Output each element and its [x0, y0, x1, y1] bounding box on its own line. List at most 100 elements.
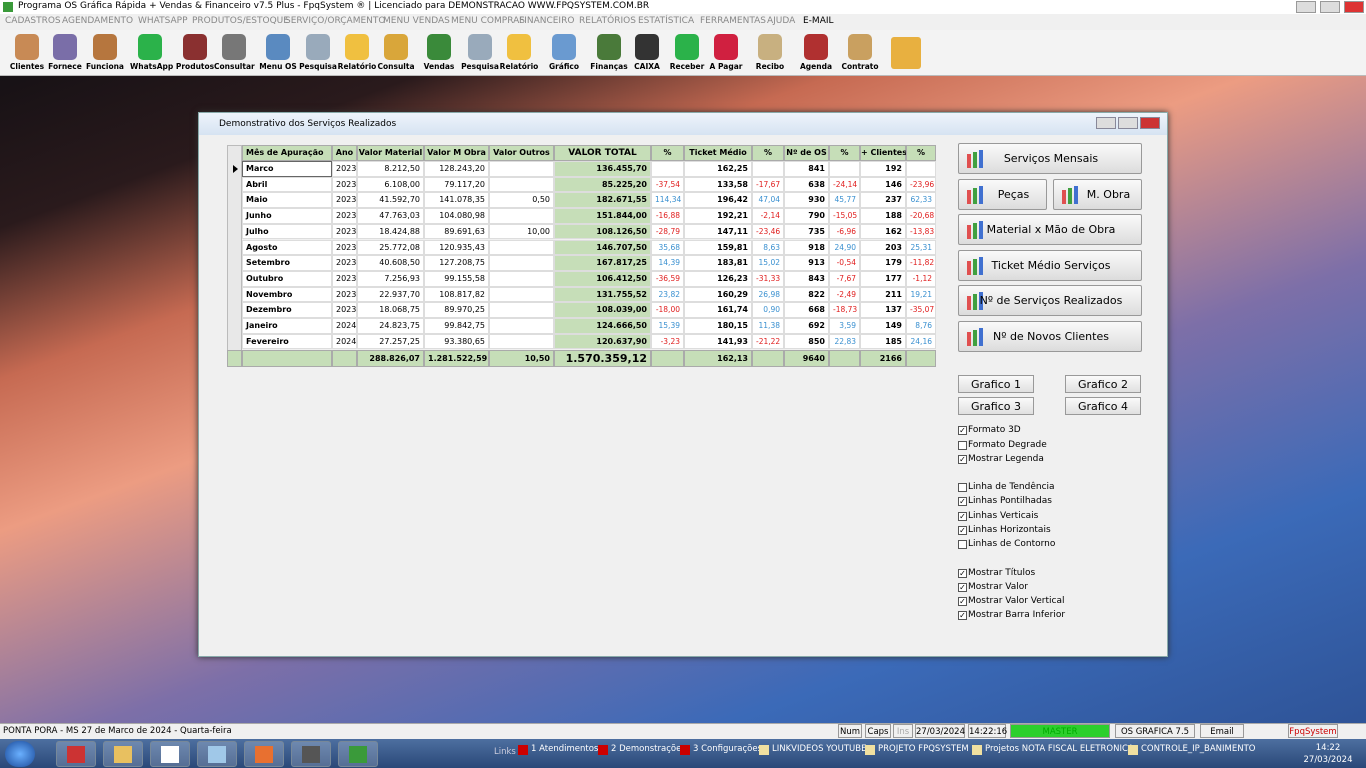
menu-item[interactable]: ESTATÍSTICA: [638, 16, 695, 26]
chart-button[interactable]: Material x Mão de Obra: [958, 214, 1142, 245]
window-button[interactable]: [1296, 1, 1316, 13]
dialog-button[interactable]: [1118, 117, 1138, 129]
checkbox[interactable]: ✓: [958, 597, 967, 606]
menu-item[interactable]: CADASTROS: [5, 16, 61, 26]
taskbar-app[interactable]: [244, 741, 284, 767]
checkbox[interactable]: [958, 483, 967, 492]
checkbox-label[interactable]: Linhas de Contorno: [968, 539, 1056, 549]
checkbox[interactable]: [958, 441, 967, 450]
table-cell: 99.842,75: [424, 318, 489, 334]
table-cell: 192,21: [684, 208, 752, 224]
toolbar-button[interactable]: Produtos: [175, 32, 215, 74]
toolbar-button[interactable]: Fornece: [45, 32, 85, 74]
toolbar-button[interactable]: A Pagar: [706, 32, 746, 74]
menu-item[interactable]: WHATSAPP: [138, 16, 188, 26]
checkbox-label[interactable]: Mostrar Títulos: [968, 568, 1036, 578]
menu-item[interactable]: FERRAMENTAS: [700, 16, 767, 26]
graph-button[interactable]: Grafico 2: [1065, 375, 1141, 393]
toolbar-button[interactable]: Consulta: [376, 32, 416, 74]
taskbar-app[interactable]: [197, 741, 237, 767]
taskbar-item[interactable]: PROJETO FPQSYSTEM: [878, 744, 969, 754]
taskbar-app[interactable]: [150, 741, 190, 767]
checkbox[interactable]: ✓: [958, 611, 967, 620]
window-button[interactable]: [1344, 1, 1364, 13]
checkbox-label[interactable]: Mostrar Valor Vertical: [968, 596, 1065, 606]
toolbar-button[interactable]: WhatsApp: [130, 32, 173, 74]
checkbox-label[interactable]: Mostrar Valor: [968, 582, 1028, 592]
menu-item[interactable]: AJUDA: [767, 16, 796, 26]
checkbox[interactable]: ✓: [958, 426, 967, 435]
toolbar-button[interactable]: Clientes: [7, 32, 47, 74]
menu-item[interactable]: PRODUTOS/ESTOQUE: [192, 16, 289, 26]
button-label: Peças: [997, 188, 1030, 201]
taskbar-app[interactable]: [103, 741, 143, 767]
toolbar-button[interactable]: Menu OS: [258, 32, 298, 74]
exit-button[interactable]: [891, 37, 921, 69]
toolbar-button[interactable]: CAIXA: [627, 32, 667, 74]
checkbox-label[interactable]: Linhas Verticais: [968, 511, 1039, 521]
chart-button[interactable]: M. Obra: [1053, 179, 1142, 210]
table-cell: 141,93: [684, 333, 752, 350]
chart-button[interactable]: Serviços Mensais: [958, 143, 1142, 174]
chart-button[interactable]: Nº de Novos Clientes: [958, 321, 1142, 352]
table-cell: 22.937,70: [357, 286, 424, 303]
toolbar-button[interactable]: Consultar: [214, 32, 255, 74]
taskbar-item[interactable]: 3 Configurações: [693, 744, 763, 754]
taskbar-app[interactable]: [291, 741, 331, 767]
checkbox-label[interactable]: Formato 3D: [968, 425, 1021, 435]
toolbar-icon: [507, 34, 531, 60]
checkbox[interactable]: ✓: [958, 455, 967, 464]
menu-item[interactable]: FINANCEIRO: [519, 16, 575, 26]
toolbar-button[interactable]: Recibo: [750, 32, 790, 74]
graph-button[interactable]: Grafico 4: [1065, 397, 1141, 415]
taskbar-item[interactable]: 2 Demonstrações: [611, 744, 686, 754]
toolbar-button[interactable]: Funciona: [85, 32, 125, 74]
taskbar-app[interactable]: [338, 741, 378, 767]
toolbar-button[interactable]: Contrato: [840, 32, 880, 74]
taskbar-app[interactable]: [56, 741, 96, 767]
toolbar-button[interactable]: Pesquisa: [460, 32, 500, 74]
taskbar-item[interactable]: Projetos NOTA FISCAL ELETRONICA: [985, 744, 1134, 754]
graph-button[interactable]: Grafico 1: [958, 375, 1034, 393]
checkbox[interactable]: ✓: [958, 512, 967, 521]
menu-item[interactable]: SERVIÇO/ORÇAMENTO: [285, 16, 386, 26]
checkbox[interactable]: ✓: [958, 497, 967, 506]
toolbar-button[interactable]: Finanças: [589, 32, 629, 74]
checkbox-label[interactable]: Formato Degrade: [968, 440, 1047, 450]
graph-button[interactable]: Grafico 3: [958, 397, 1034, 415]
menu-item[interactable]: AGENDAMENTO: [62, 16, 134, 26]
checkbox-label[interactable]: Mostrar Legenda: [968, 454, 1044, 464]
checkbox[interactable]: [958, 540, 967, 549]
checkbox-label[interactable]: Linhas Pontilhadas: [968, 496, 1052, 506]
chart-button[interactable]: Ticket Médio Serviços: [958, 250, 1142, 281]
status-field: OS GRAFICA 7.5: [1115, 724, 1195, 738]
taskbar-item[interactable]: LINKVIDEOS YOUTUBE: [772, 744, 867, 754]
chart-button[interactable]: Nº de Serviços Realizados: [958, 285, 1142, 316]
menu-item[interactable]: RELATÓRIOS: [579, 16, 636, 26]
toolbar-button[interactable]: Agenda: [796, 32, 836, 74]
toolbar-button[interactable]: Pesquisa: [298, 32, 338, 74]
toolbar-button[interactable]: Relatório: [337, 32, 377, 74]
start-button[interactable]: [5, 741, 35, 767]
dialog-button[interactable]: [1140, 117, 1160, 129]
checkbox-label[interactable]: Linhas Horizontais: [968, 525, 1051, 535]
checkbox[interactable]: ✓: [958, 583, 967, 592]
table-cell: -16,88: [651, 208, 684, 224]
menu-item[interactable]: MENU VENDAS: [383, 16, 450, 26]
window-button[interactable]: [1320, 1, 1340, 13]
menu-item[interactable]: MENU COMPRAS: [451, 16, 525, 26]
toolbar-button[interactable]: Gráfico: [544, 32, 584, 74]
toolbar-button[interactable]: Receber: [667, 32, 707, 74]
chart-button[interactable]: Peças: [958, 179, 1047, 210]
checkbox-label[interactable]: Mostrar Barra Inferior: [968, 610, 1066, 620]
checkbox[interactable]: ✓: [958, 526, 967, 535]
taskbar-item[interactable]: CONTROLE_IP_BANIMENTO: [1141, 744, 1256, 754]
toolbar-label: CAIXA: [634, 62, 660, 71]
menu-item[interactable]: E-MAIL: [803, 16, 834, 26]
checkbox[interactable]: ✓: [958, 569, 967, 578]
toolbar-button[interactable]: Relatório: [499, 32, 539, 74]
toolbar-button[interactable]: Vendas: [419, 32, 459, 74]
dialog-button[interactable]: [1096, 117, 1116, 129]
checkbox-label[interactable]: Linha de Tendência: [968, 482, 1055, 492]
taskbar-item[interactable]: 1 Atendimentos: [531, 744, 599, 754]
